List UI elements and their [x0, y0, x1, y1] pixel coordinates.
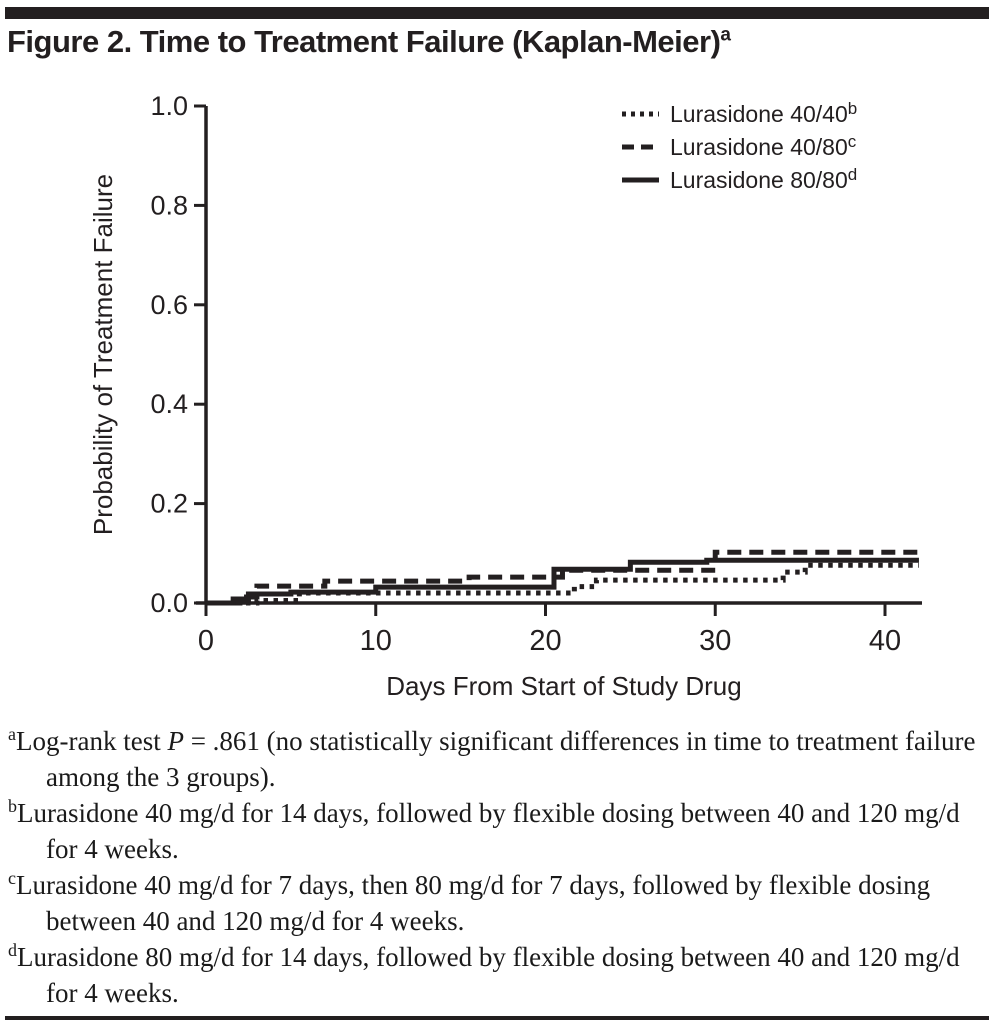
legend-label: Lurasidone 80/80d [670, 165, 857, 193]
y-tick-label: 0.0 [150, 588, 188, 618]
kaplan-meier-chart: 0.0 0.2 0.4 0.6 0.8 1.0 0 10 20 30 40 Probability o… [88, 91, 922, 701]
footnote-a: aLog-rank test P = .861 (no statisticall… [8, 723, 980, 795]
footnote-b-text: Lurasidone 40 mg/d for 14 days, followed… [17, 798, 960, 864]
figure-title: Figure 2. Time to Treatment Failure (Kap… [7, 24, 731, 60]
footnote-a-marker: a [8, 724, 16, 744]
legend-item: Lurasidone 40/40b [622, 99, 857, 127]
series-dotted-path [206, 562, 919, 606]
y-tick-label: 1.0 [150, 91, 188, 121]
footnote-list: aLog-rank test P = .861 (no statisticall… [8, 723, 980, 1011]
y-tick-label: 0.2 [150, 489, 188, 519]
x-axis-title: Days From Start of Study Drug [386, 671, 741, 701]
footnote-d: dLurasidone 80 mg/d for 14 days, followe… [8, 939, 980, 1011]
footnote-c-marker: c [8, 868, 16, 888]
x-tick-label: 20 [529, 625, 561, 657]
legend-item: Lurasidone 40/80c [622, 132, 857, 160]
footnote-a-text: Log-rank test [16, 726, 168, 756]
series-solid-path [206, 557, 919, 606]
figure-title-text: Figure 2. Time to Treatment Failure (Kap… [7, 24, 721, 59]
x-tick-label: 30 [699, 625, 731, 657]
footnote-b-marker: b [8, 796, 17, 816]
footnote-c-text: Lurasidone 40 mg/d for 7 days, then 80 m… [16, 870, 931, 936]
footnote-a-text-post: = .861 (no statistically significant dif… [46, 726, 976, 792]
y-tick-label: 0.4 [150, 389, 188, 419]
footnote-d-text: Lurasidone 80 mg/d for 14 days, followed… [17, 942, 960, 1008]
footnote-c: cLurasidone 40 mg/d for 7 days, then 80 … [8, 867, 980, 939]
x-tick-label: 0 [198, 625, 214, 657]
x-tick-label: 10 [360, 625, 392, 657]
y-tick-label: 0.8 [150, 190, 188, 220]
bottom-rule [5, 1016, 989, 1020]
y-tick-label: 0.6 [150, 290, 188, 320]
footnote-b: bLurasidone 40 mg/d for 14 days, followe… [8, 795, 980, 867]
top-rule [5, 7, 989, 19]
legend-item: Lurasidone 80/80d [622, 165, 857, 193]
footnote-d-marker: d [8, 940, 17, 960]
footnote-a-italic: P [167, 726, 184, 756]
legend-label: Lurasidone 40/40b [670, 99, 857, 127]
series-dashed-path [206, 549, 919, 606]
y-axis-title: Probability of Treatment Failure [88, 174, 118, 535]
legend-label: Lurasidone 40/80c [670, 132, 857, 160]
figure-title-superscript: a [720, 24, 731, 46]
km-chart-container: 0.0 0.2 0.4 0.6 0.8 1.0 0 10 20 30 40 Probability o… [0, 80, 994, 705]
x-tick-label: 40 [869, 625, 901, 657]
